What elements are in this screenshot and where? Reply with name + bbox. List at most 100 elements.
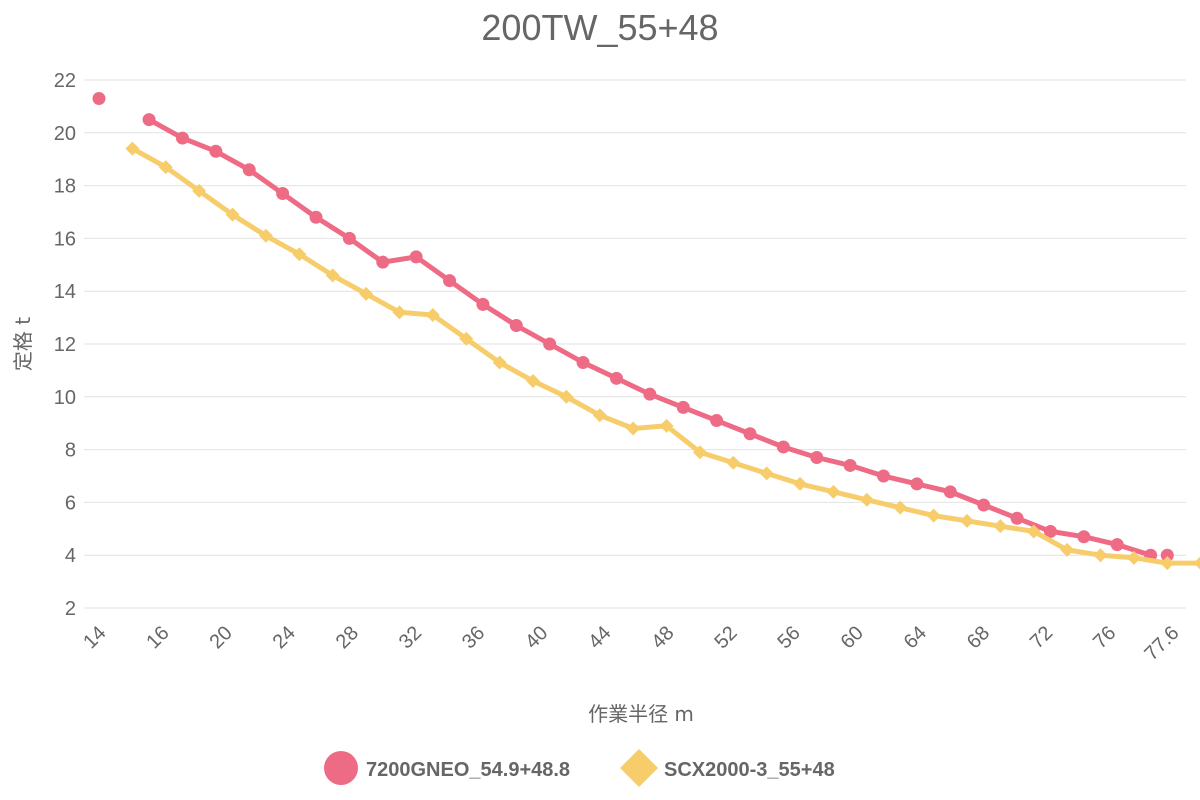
data-point[interactable] [142, 113, 156, 127]
data-point[interactable] [859, 492, 874, 507]
data-point[interactable] [576, 355, 590, 369]
x-tick-label: 48 [647, 622, 678, 653]
data-point[interactable] [1193, 556, 1200, 570]
y-tick-label: 14 [54, 281, 76, 303]
data-point[interactable] [292, 247, 307, 262]
x-tick-label: 60 [837, 622, 868, 653]
data-point[interactable] [409, 250, 423, 264]
data-point[interactable] [810, 451, 824, 465]
data-point[interactable] [1010, 511, 1024, 525]
y-tick-label: 18 [54, 176, 76, 198]
data-point[interactable] [877, 469, 891, 483]
data-point[interactable] [258, 228, 273, 243]
data-point[interactable] [993, 519, 1008, 534]
y-tick-label: 16 [54, 228, 76, 250]
data-point[interactable] [1110, 538, 1124, 552]
data-point[interactable] [1126, 550, 1141, 565]
data-point[interactable] [425, 307, 440, 322]
data-point[interactable] [359, 286, 374, 301]
data-point[interactable] [276, 187, 290, 201]
x-tick-label: 32 [395, 622, 426, 653]
data-point[interactable] [443, 274, 457, 288]
data-point[interactable] [1060, 542, 1075, 557]
data-point[interactable] [592, 408, 607, 423]
data-point[interactable] [826, 484, 841, 499]
x-axis-ticks: 14 16 20 24 28 32 36 40 44 48 52 56 60 64 68 72 76 77.6 [79, 622, 1183, 665]
data-point[interactable] [492, 355, 507, 370]
data-point[interactable] [893, 500, 908, 515]
x-tick-label: 16 [142, 622, 173, 653]
x-tick-label: 68 [963, 622, 994, 653]
data-point[interactable] [526, 373, 540, 388]
data-point[interactable] [175, 131, 189, 145]
data-point[interactable] [843, 458, 857, 472]
data-point[interactable] [643, 387, 657, 401]
data-point[interactable] [710, 414, 724, 428]
data-point[interactable] [392, 305, 407, 320]
x-tick-label: 20 [205, 622, 236, 653]
x-tick-label: 56 [774, 622, 805, 653]
data-point[interactable] [977, 498, 991, 512]
y-tick-label: 6 [65, 492, 76, 514]
data-point[interactable] [1043, 524, 1057, 538]
data-point[interactable] [376, 255, 390, 269]
data-point[interactable] [776, 440, 790, 454]
y-tick-label: 12 [54, 334, 76, 356]
data-point[interactable] [509, 319, 523, 333]
data-point[interactable] [726, 455, 741, 470]
data-point[interactable] [209, 144, 223, 158]
data-point[interactable] [910, 477, 924, 491]
data-point[interactable] [192, 183, 207, 198]
data-point[interactable] [342, 231, 356, 245]
data-point[interactable] [659, 418, 674, 433]
chart-title: 200TW_55+48 [481, 7, 718, 48]
x-tick-label: 77.6 [1140, 622, 1183, 665]
data-point[interactable] [1160, 548, 1174, 562]
data-point[interactable] [1160, 556, 1175, 571]
data-point[interactable] [676, 400, 690, 414]
x-tick-label: 28 [332, 622, 363, 653]
x-tick-label: 14 [79, 622, 110, 653]
legend-item-scx2000[interactable]: SCX2000-3_55+48 [620, 749, 835, 787]
y-tick-label: 8 [65, 440, 76, 462]
data-point[interactable] [793, 476, 808, 491]
legend-label: SCX2000-3_55+48 [664, 759, 835, 781]
data-point[interactable] [242, 163, 256, 177]
series-7200gneo [92, 91, 1174, 562]
y-tick-label: 22 [54, 70, 76, 92]
data-point[interactable] [626, 421, 641, 436]
data-point[interactable] [325, 268, 340, 283]
data-point[interactable] [1077, 530, 1091, 544]
data-point[interactable] [543, 337, 557, 351]
series-line [146, 117, 1154, 558]
legend-item-7200gneo[interactable]: 7200GNEO_54.9+48.8 [324, 751, 570, 785]
x-tick-label: 40 [521, 622, 552, 653]
y-tick-label: 4 [65, 545, 76, 567]
data-point[interactable] [692, 445, 707, 460]
y-tick-label: 10 [54, 387, 76, 409]
data-point[interactable] [1026, 524, 1041, 539]
data-point[interactable] [960, 513, 974, 528]
data-point[interactable] [559, 389, 574, 404]
data-point[interactable] [459, 331, 474, 346]
data-point[interactable] [225, 207, 240, 222]
series-line [129, 146, 1200, 566]
x-tick-label: 76 [1089, 622, 1120, 653]
data-point[interactable] [926, 508, 941, 523]
data-point[interactable] [158, 160, 173, 175]
data-point[interactable] [743, 427, 757, 441]
legend-marker-diamond [620, 749, 658, 787]
series-scx2000 [125, 141, 1200, 571]
data-point[interactable] [609, 371, 623, 385]
data-point[interactable] [759, 466, 774, 481]
y-axis-label: 定格 t [11, 317, 35, 371]
x-tick-label: 64 [900, 622, 931, 653]
data-point[interactable] [309, 210, 323, 224]
data-point[interactable] [476, 297, 490, 311]
x-tick-label: 44 [584, 622, 615, 653]
data-point[interactable] [943, 485, 957, 499]
data-point[interactable] [92, 91, 106, 105]
data-point[interactable] [125, 141, 140, 156]
data-point[interactable] [1093, 548, 1108, 563]
